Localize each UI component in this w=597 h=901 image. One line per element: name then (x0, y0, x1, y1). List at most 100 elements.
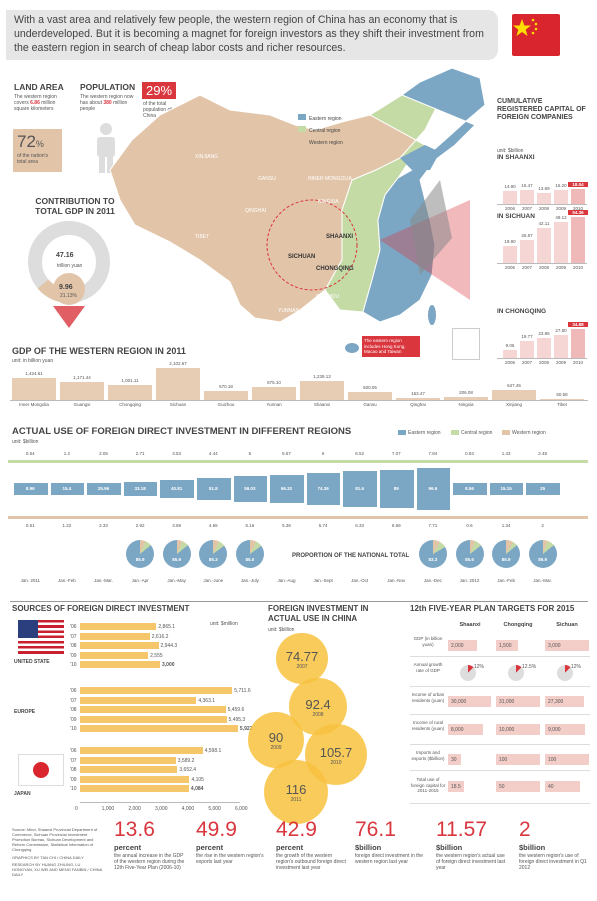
fdi-eastern-bar (416, 468, 451, 510)
cum-baseline-2 (497, 358, 587, 359)
cum-region-2: IN CHONGQING (497, 308, 547, 315)
plan-bar (545, 724, 585, 735)
source-bar-label: 3,652.4 (179, 767, 197, 773)
gdp-category-label: Yunnan (266, 402, 282, 407)
stat-unit: percent (276, 843, 304, 852)
usa-flag (18, 620, 64, 654)
cum-year-label: 2009 (555, 360, 566, 365)
plan-bar (448, 754, 462, 765)
fdi-central-value: 1.43 (501, 451, 511, 456)
fdi-eastern-value: 33.18 (134, 486, 146, 491)
stat-text: the western region's use of foreign dire… (519, 853, 587, 871)
source-bar (80, 642, 159, 649)
fdi-eastern-value: 51.8 (208, 486, 218, 491)
plan-value: 100 (548, 757, 557, 763)
gdp-bar (300, 381, 344, 400)
cum-year-label: 2008 (538, 265, 549, 270)
fdi-central-value: 2.71 (135, 451, 145, 456)
gdp-category-label: Inner Mongolia (19, 402, 49, 407)
plan-col-header: Sichuan (556, 622, 578, 628)
japan-flag (18, 754, 64, 786)
fdi-month-label: Jan.-Feb (497, 578, 515, 583)
fia-year: 2009 (270, 745, 282, 752)
gdp-bar-label: 875.10 (267, 379, 281, 385)
stat-text: the growth of the western region's outbo… (276, 853, 346, 871)
stat-value: 13.6 (114, 818, 155, 841)
gdp-bar-label: 647.45 (507, 383, 521, 389)
cum-year-label: 2009 (555, 265, 566, 270)
label-guizhou: GUIZHOU (316, 294, 339, 300)
plan-value: 2,000 (451, 643, 464, 649)
source-bar (80, 725, 238, 732)
source-year-label: '07 (70, 633, 77, 640)
gdp-category-label: Shaanxi (313, 402, 331, 407)
land-area-title: LAND AREA (14, 82, 64, 92)
sources-title: SOURCES OF FOREIGN DIRECT INVESTMENT (12, 604, 190, 613)
gdp-bar (492, 390, 536, 400)
cum-year-label: 2006 (504, 206, 515, 211)
fdi-legend-swatch-eastern (398, 430, 406, 435)
fdi-month-label: Jan.-Dec (423, 578, 442, 583)
shaanxi-zone (410, 180, 452, 275)
fia-year: 2008 (312, 711, 324, 718)
source-axis-line (80, 802, 240, 803)
plan-bar (545, 754, 589, 765)
cum-year-label: 2010 (572, 265, 583, 270)
source-bar (80, 785, 189, 792)
fdi-eastern-value: 25.96 (97, 486, 110, 491)
intro-banner: With a vast area and relatively few peop… (6, 10, 498, 60)
fdi-title: ACTUAL USE OF FOREIGN DIRECT INVESTMENT … (12, 426, 352, 437)
person-icon (97, 123, 115, 173)
source-year-label: '08 (70, 643, 77, 649)
gdp-bar (60, 382, 104, 400)
source-year-label: '06 (70, 748, 77, 754)
source-year-label: '07 (70, 757, 77, 764)
fdi-pie (126, 540, 155, 568)
legend-western: Western region (309, 140, 343, 146)
gdp-bar-label: 1,001.11 (121, 377, 139, 383)
south-sea-inset (452, 328, 480, 360)
source-year-label: '10 (70, 786, 77, 792)
fdi-eastern-bar (87, 483, 121, 495)
cum-bar-label: 16.20 (555, 183, 567, 189)
source-year-label: '08 (70, 707, 77, 713)
fia-unit: unit: $billion (268, 627, 295, 633)
cumulative-title: CUMULATIVE REGISTERED CAPITAL OF FOREIGN… (497, 98, 586, 121)
cum-bar (520, 240, 534, 263)
land-pct: 72 (17, 132, 36, 151)
plan-growth-pie (460, 665, 476, 681)
source-bar (80, 775, 190, 783)
plan-value: 12% (474, 664, 485, 670)
fdi-central-value: 5 (248, 451, 252, 456)
gdp-west: 9.96 (59, 284, 73, 291)
fdi-month-label: Jan.-Aug (277, 578, 296, 583)
plan-bar (545, 640, 589, 651)
fdi-central-strip (8, 460, 588, 463)
land-pct-text: of the nation's total area (17, 153, 48, 165)
cum-year-label: 2007 (521, 360, 532, 365)
fdi-eastern-value: 96.6 (428, 486, 438, 491)
source-bar (80, 623, 157, 630)
source-bar-label: 4,084 (190, 786, 204, 792)
cum-year-label: 2007 (521, 206, 532, 211)
credits-source: Source: Mind, Shaanxi Provincial Departm… (12, 827, 98, 852)
plan-row-label: Imports and exports ($billion) (411, 750, 445, 761)
fdi-central-value: 2.05 (99, 451, 108, 456)
sources-unit: unit: $million (210, 621, 238, 627)
fdi-central-value: 5.57 (282, 451, 291, 456)
cum-bar-label: 23.85 (538, 330, 550, 336)
fdi-eastern-bar (306, 472, 341, 506)
stat-text: the rise in the western region's exports… (196, 853, 264, 865)
fdi-eastern-value: 59.03 (244, 486, 256, 491)
cum-bar (571, 328, 585, 358)
source-axis-tick: 0 (75, 806, 78, 812)
source-bar-label: 2,944.3 (160, 643, 178, 649)
fdi-eastern-value: 81.6 (355, 486, 365, 491)
source-year-label: '10 (70, 662, 77, 668)
cum-bar (554, 221, 568, 263)
fdi-pie-label: 85.9 (135, 557, 145, 562)
cum-bar-label: 34.88 (568, 321, 588, 327)
fdi-eastern-bar (197, 477, 231, 501)
china-map: Eastern region Central region Western re… (109, 67, 486, 353)
fdi-central-value: 0.54 (25, 451, 35, 456)
